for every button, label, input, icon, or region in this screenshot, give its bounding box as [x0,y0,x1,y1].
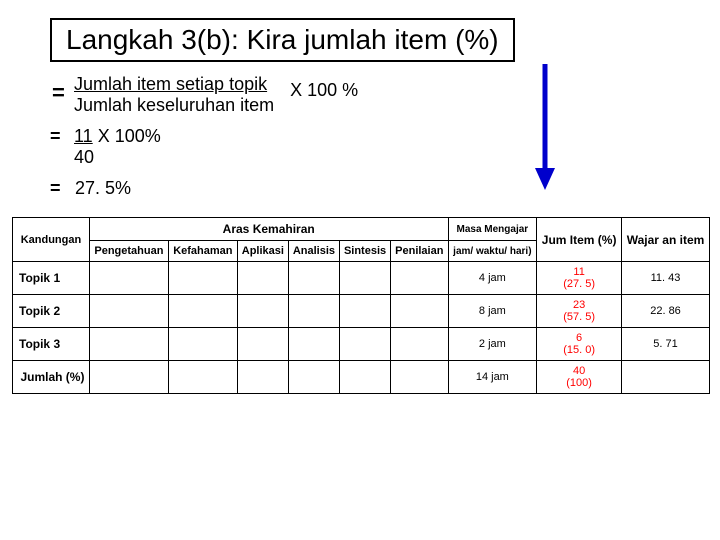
row-wajar: 11. 43 [622,262,710,295]
th-sintesis: Sintesis [339,241,390,262]
row-label: Topik 1 [13,262,90,295]
formula-numerator: Jumlah item setiap topik [74,74,267,94]
row-label: Topik 3 [13,328,90,361]
calc-hundred: 100% [115,126,161,146]
row-masa: 4 jam [448,262,537,295]
row-wajar: 5. 71 [622,328,710,361]
calc-equals: = [50,126,74,147]
th-masa-sub: jam/ waktu/ hari) [448,241,537,262]
row-jum: 6(15. 0) [537,328,622,361]
table-row: Topik 3 2 jam 6(15. 0) 5. 71 [13,328,710,361]
calc-denominator: 40 [74,147,94,167]
table-row: Jumlah (%) 14 jam 40(100) [13,361,710,394]
row-jum: 23(57. 5) [537,295,622,328]
row-masa: 2 jam [448,328,537,361]
calc-line1: 11 X 100% [74,126,161,146]
slide-title: Langkah 3(b): Kira jumlah item (%) [50,18,515,62]
th-aras: Aras Kemahiran [89,218,448,241]
formula-denominator: Jumlah keseluruhan item [74,95,274,115]
equals-sign: = [52,74,74,106]
th-kandungan: Kandungan [13,218,90,262]
result-row: = 27. 5% [50,178,708,199]
th-kefahaman: Kefahaman [168,241,237,262]
arrow-icon [530,62,560,192]
row-jum: 40(100) [537,361,622,394]
th-pengetahuan: Pengetahuan [89,241,168,262]
th-analisis: Analisis [288,241,339,262]
row-label: Jumlah (%) [13,361,90,394]
table-row: Topik 2 8 jam 23(57. 5) 22. 86 [13,295,710,328]
calc-x: X [98,126,110,146]
calc-fraction: 11 X 100% 40 [74,126,161,168]
formula-multiplier: X 100 % [290,74,358,101]
item-table: Kandungan Aras Kemahiran Masa Mengajar J… [12,217,710,394]
calc-numerator: 11 [74,126,93,146]
th-masa: Masa Mengajar [448,218,537,241]
row-jum: 11(27. 5) [537,262,622,295]
row-masa: 14 jam [448,361,537,394]
formula-fraction: Jumlah item setiap topik Jumlah keseluru… [74,74,274,116]
th-wajar: Wajar an item [622,218,710,262]
row-masa: 8 jam [448,295,537,328]
table-row: Topik 1 4 jam 11(27. 5) 11. 43 [13,262,710,295]
result-equals: = [50,178,70,199]
result-value: 27. 5% [75,178,131,198]
th-penilaian: Penilaian [391,241,448,262]
row-label: Topik 2 [13,295,90,328]
th-jum: Jum Item (%) [537,218,622,262]
formula-definition: = Jumlah item setiap topik Jumlah keselu… [52,74,708,116]
row-wajar: 22. 86 [622,295,710,328]
row-wajar [622,361,710,394]
calculation-row: = 11 X 100% 40 [50,126,708,168]
th-aplikasi: Aplikasi [237,241,288,262]
